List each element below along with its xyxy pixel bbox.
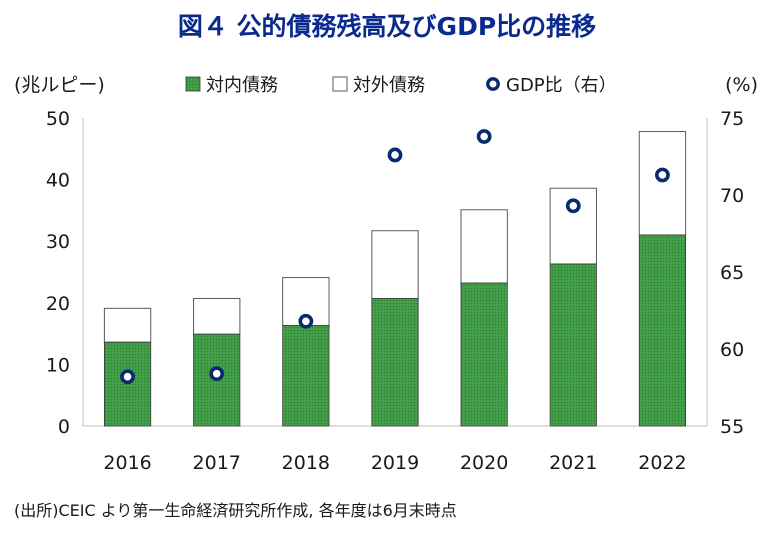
bar-domestic-debt <box>282 325 330 427</box>
right-axis-unit-label: (%) <box>725 74 758 96</box>
gdp-ratio-points <box>120 129 670 385</box>
left-tick-label: 20 <box>46 293 70 315</box>
left-axis-unit-label: (兆ルピー) <box>14 74 105 96</box>
left-tick-label: 50 <box>46 108 70 130</box>
left-tick-label: 0 <box>58 416 70 438</box>
bar-external-debt <box>371 230 419 299</box>
right-axis-ticks: 55 60 65 70 75 <box>720 108 744 438</box>
bar-external-debt <box>460 209 508 284</box>
x-tick-label: 2021 <box>549 452 597 474</box>
x-tick-label: 2016 <box>103 452 151 474</box>
bar-external-debt <box>103 307 152 343</box>
gdp-ratio-point <box>476 129 492 144</box>
gdp-ratio-point <box>298 313 314 329</box>
legend-label-gdp-ratio: GDP比（右） <box>506 75 617 96</box>
bars <box>103 131 687 427</box>
legend-swatch-external <box>332 76 348 92</box>
bar-external-debt <box>638 131 687 236</box>
right-tick-label: 65 <box>720 262 744 284</box>
legend-swatch-domestic <box>185 76 201 92</box>
x-axis-ticks: 2016 2017 2018 2019 2020 2021 2022 <box>103 452 686 474</box>
right-tick-label: 55 <box>720 416 744 438</box>
legend: 対内債務 対外債務 GDP比（右） <box>185 75 617 96</box>
gdp-ratio-point <box>209 366 225 382</box>
bar-domestic-debt <box>371 298 419 427</box>
gdp-ratio-point <box>120 369 135 385</box>
left-axis-ticks: 0 10 20 30 40 50 <box>46 108 70 438</box>
bar-domestic-debt <box>549 263 597 427</box>
x-tick-label: 2019 <box>371 452 419 474</box>
left-tick-label: 30 <box>46 231 70 253</box>
x-tick-label: 2018 <box>282 452 330 474</box>
legend-label-domestic: 対内債務 <box>206 75 278 96</box>
legend-label-external: 対外債務 <box>353 75 425 96</box>
x-tick-label: 2022 <box>638 452 686 474</box>
chart-title: 図４ 公的債務残高及びGDP比の推移 <box>178 12 596 41</box>
bar-domestic-debt <box>460 282 508 427</box>
right-tick-label: 60 <box>720 339 744 361</box>
source-note: (出所)CEIC より第一生命経済研究所作成, 各年度は6月末時点 <box>14 501 457 520</box>
gdp-ratio-point <box>387 147 403 163</box>
right-tick-label: 75 <box>720 108 744 130</box>
gdp-ratio-point <box>565 198 581 214</box>
x-tick-label: 2017 <box>193 452 241 474</box>
x-tick-label: 2020 <box>460 452 508 474</box>
left-tick-label: 10 <box>46 354 70 376</box>
bar-domestic-debt <box>638 234 687 427</box>
legend-swatch-gdp-ratio <box>486 77 500 91</box>
left-tick-label: 40 <box>46 170 70 192</box>
gdp-ratio-point <box>655 167 670 183</box>
right-tick-label: 70 <box>720 185 744 207</box>
bar-external-debt <box>193 297 241 335</box>
